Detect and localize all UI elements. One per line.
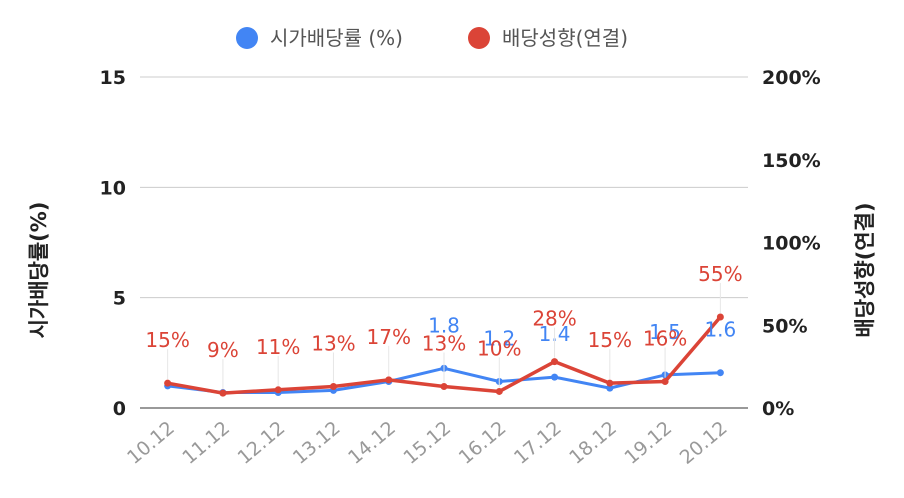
point-payout-ratio — [219, 389, 227, 397]
gridlines — [140, 76, 748, 409]
data-label-payout-ratio: 16% — [643, 327, 687, 351]
y-right-tick-label: 0% — [762, 398, 794, 420]
y-right-tick-label: 200% — [762, 67, 821, 89]
y-left-tick-label: 15 — [100, 67, 126, 89]
point-payout-ratio — [440, 382, 448, 390]
data-label-dividend-yield: 1.5 — [649, 320, 681, 344]
data-label-dividend-yield: 1.8 — [428, 313, 460, 337]
legend-label-payout-ratio: 배당성향(연결) — [502, 26, 628, 50]
y-left-tick-label: 0 — [113, 398, 126, 420]
y-left-tick-label: 10 — [100, 177, 126, 199]
y-right-tick-label: 150% — [762, 150, 821, 172]
legend-label-dividend-yield: 시가배당률 (%) — [270, 26, 403, 50]
point-payout-ratio — [716, 313, 724, 321]
point-payout-ratio — [606, 379, 614, 387]
point-dividend-yield — [551, 373, 559, 381]
data-label-payout-ratio: 17% — [367, 325, 411, 349]
point-payout-ratio — [551, 358, 559, 366]
point-payout-ratio — [329, 382, 337, 390]
x-tick-label: 20.12 — [676, 417, 732, 469]
point-dividend-yield — [716, 369, 724, 377]
data-label-payout-ratio: 11% — [256, 335, 300, 359]
data-label-payout-ratio: 13% — [422, 331, 466, 355]
data-labels: 1.81.2 1.4 1.5 1.615% 9% 11% 13% 17% 13% 10%28%15… — [145, 262, 743, 390]
data-label-payout-ratio: 55% — [698, 262, 742, 286]
data-label-payout-ratio: 10% — [477, 336, 521, 360]
y-right-axis-title: 배당성향(연결) — [853, 202, 877, 337]
point-payout-ratio — [385, 376, 393, 384]
x-tick-label: 16.12 — [455, 417, 511, 469]
data-label-payout-ratio: 28% — [532, 307, 576, 331]
legend: 시가배당률 (%) 배당성향(연결) — [236, 26, 628, 50]
x-tick-label: 18.12 — [565, 417, 621, 469]
data-label-dividend-yield: 1.2 — [483, 327, 515, 351]
y-left-axis-title: 시가배당률(%) — [27, 202, 51, 339]
x-tick-label: 17.12 — [510, 417, 566, 469]
point-payout-ratio — [274, 386, 282, 394]
legend-marker-payout-ratio — [468, 27, 490, 49]
data-label-payout-ratio: 13% — [311, 331, 355, 355]
data-label-payout-ratio: 9% — [207, 338, 239, 362]
point-payout-ratio — [661, 378, 669, 386]
data-label-payout-ratio: 15% — [145, 328, 189, 352]
x-tick-label: 12.12 — [234, 417, 290, 469]
x-tick-label: 13.12 — [289, 417, 345, 469]
legend-marker-dividend-yield — [236, 27, 258, 49]
y-left-tick-label: 5 — [113, 288, 126, 310]
x-tick-label: 10.12 — [123, 417, 179, 469]
point-payout-ratio — [495, 387, 503, 395]
y-right-tick-label: 50% — [762, 315, 807, 337]
data-label-payout-ratio: 15% — [588, 328, 632, 352]
point-payout-ratio — [164, 379, 172, 387]
data-label-dividend-yield: 1.6 — [704, 318, 736, 342]
x-tick-label: 15.12 — [399, 417, 455, 469]
y-right-tick-label: 100% — [762, 233, 821, 255]
x-tick-label: 14.12 — [344, 417, 400, 469]
x-tick-label: 11.12 — [178, 417, 234, 469]
x-tick-label: 19.12 — [620, 417, 676, 469]
point-dividend-yield — [606, 384, 614, 392]
